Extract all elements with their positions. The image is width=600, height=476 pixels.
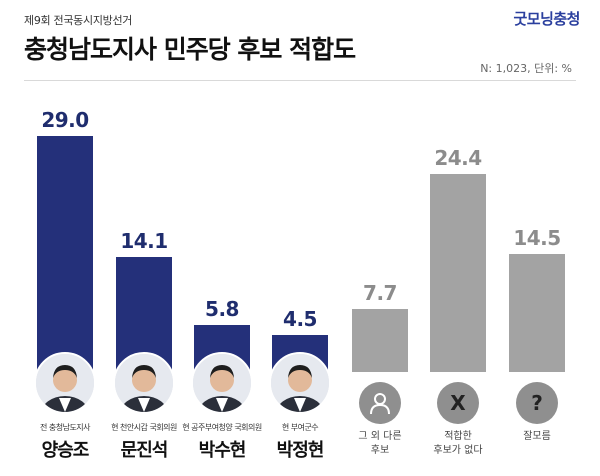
category-label: 잘모름 (523, 431, 551, 442)
candidate-photo (113, 352, 175, 414)
candidate-role: 현 천안시갑 국회의원 (111, 423, 177, 432)
bar-4 (352, 309, 408, 372)
value-label-4: 7.7 (363, 281, 397, 305)
chart-title: 충청남도지사 민주당 후보 적합도 (24, 35, 356, 64)
candidate-photo (191, 352, 253, 414)
candidate-role: 전 충청남도지사 (39, 423, 91, 432)
value-label-5: 24.4 (434, 146, 482, 170)
question-icon: ? (516, 382, 558, 424)
bar-5 (430, 174, 486, 372)
category-label: 후보가 없다 (433, 445, 483, 456)
header-divider (24, 80, 576, 81)
bar-6 (509, 254, 565, 372)
value-label-3: 4.5 (283, 307, 317, 331)
category-label: 후보 (370, 445, 390, 456)
candidate-name: 문진석 (120, 440, 169, 461)
candidate-role: 현 부여군수 (281, 423, 319, 432)
x-icon: X (437, 382, 479, 424)
candidate-photo (34, 352, 96, 414)
candidate-name: 박수현 (198, 440, 247, 461)
category-label: 그 외 다른 (358, 431, 402, 442)
candidate-role: 현 공주부여청양 국회의원 (182, 423, 262, 432)
category-label: 적합한 (444, 431, 472, 442)
sample-note: N: 1,023, 단위: % (480, 62, 572, 75)
value-label-6: 14.5 (513, 226, 561, 250)
value-label-2: 5.8 (205, 297, 239, 321)
value-label-0: 29.0 (41, 108, 89, 132)
bar-0 (37, 136, 93, 372)
person-icon (359, 382, 401, 424)
election-subtitle: 제9회 전국동시지방선거 (24, 14, 133, 27)
value-label-1: 14.1 (120, 229, 168, 253)
candidate-name: 박정현 (276, 440, 325, 461)
candidate-photo (269, 352, 331, 414)
brand-logo: 굿모닝충청 (513, 10, 580, 28)
candidate-name: 양승조 (41, 440, 90, 461)
